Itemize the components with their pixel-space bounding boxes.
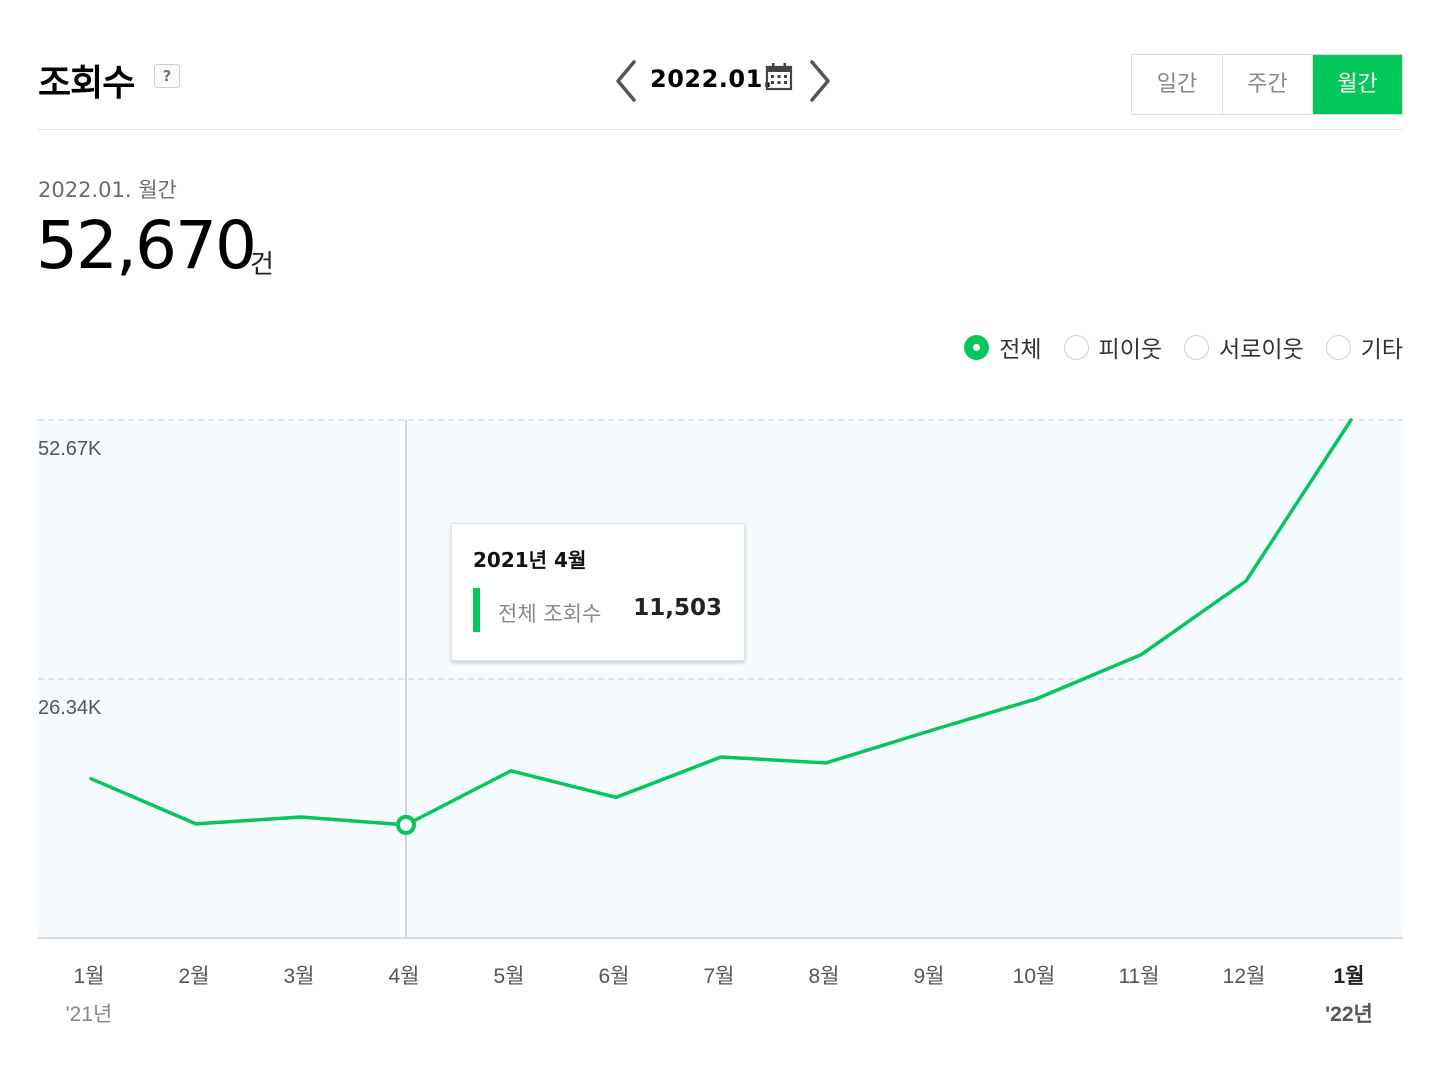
data-point[interactable]	[503, 763, 519, 779]
x-tick-label: 2월	[179, 965, 210, 988]
tooltip-title: 2021년 4월	[473, 548, 587, 572]
data-point[interactable]	[608, 789, 624, 805]
x-tick-label: 11월	[1118, 965, 1159, 988]
tooltip-value: 11,503	[633, 595, 722, 621]
x-tick-label: 3월	[284, 965, 315, 988]
filter-label: 전체	[999, 337, 1042, 363]
y-tick-label: 52.67K	[38, 438, 102, 460]
data-point[interactable]	[188, 816, 204, 832]
data-point[interactable]	[1028, 691, 1044, 707]
series-line	[89, 418, 1353, 827]
tooltip-series-marker	[473, 588, 480, 632]
filter-neighbor[interactable]: 피이웃	[1063, 330, 1163, 364]
calendar-icon[interactable]	[764, 61, 794, 93]
filter-label: 피이웃	[1098, 337, 1163, 363]
tab-weekly[interactable]: 주간	[1222, 55, 1312, 114]
question-icon[interactable]: ?	[154, 64, 180, 88]
x-year-label: '22년	[1325, 1003, 1373, 1026]
radio-icon[interactable]	[1063, 334, 1089, 360]
summary-period-label: 2022.01. 월간	[38, 178, 177, 202]
x-year-label: '21년	[66, 1003, 113, 1026]
radio-selected-icon[interactable]	[964, 334, 990, 360]
data-point[interactable]	[1133, 647, 1149, 663]
x-tick-label: 10월	[1013, 965, 1056, 988]
chevron-left-icon[interactable]	[612, 58, 642, 104]
x-tick-label: 7월	[704, 965, 735, 988]
tab-daily[interactable]: 일간	[1132, 55, 1222, 114]
current-date: 2022.01.	[650, 65, 773, 93]
x-tick-label: 5월	[494, 965, 525, 988]
data-point[interactable]	[1343, 412, 1359, 428]
data-point-highlight[interactable]	[396, 814, 416, 835]
x-tick-label: 1월	[1334, 965, 1365, 988]
radio-icon[interactable]	[1325, 334, 1351, 360]
filter-mutual-neighbor[interactable]: 서로이웃	[1184, 330, 1304, 364]
chart-svg: 52.67K 26.34K 1월 '21년 2월 3월 4월 5월 6월 7월 8월 9월 10월 11월…	[38, 412, 1403, 1026]
data-point[interactable]	[1238, 573, 1254, 589]
x-tick-label: 8월	[809, 965, 840, 988]
views-line-chart: 52.67K 26.34K 1월 '21년 2월 3월 4월 5월 6월 7월 8월 9월 10월 11월…	[0, 400, 1441, 1040]
header: 조회수 ? 2022.01. 일간 주간 월간	[38, 40, 1403, 130]
visitor-filter: 전체 피이웃 서로이웃 기타	[942, 330, 1403, 364]
filter-other[interactable]: 기타	[1325, 330, 1403, 364]
filter-all[interactable]: 전체	[964, 330, 1042, 364]
chart-tooltip: 2021년 4월 전체 조회수 11,503	[451, 523, 745, 661]
data-point[interactable]	[923, 722, 939, 738]
chevron-right-icon[interactable]	[804, 58, 834, 104]
data-point[interactable]	[293, 809, 309, 825]
date-navigator: 2022.01.	[612, 56, 832, 106]
data-point[interactable]	[713, 749, 729, 765]
x-tick-label: 1월	[74, 965, 105, 988]
period-tabs: 일간 주간 월간	[1131, 54, 1403, 115]
filter-label: 기타	[1360, 337, 1403, 363]
summary-unit: 건	[250, 250, 274, 280]
data-point[interactable]	[83, 771, 99, 787]
tab-monthly[interactable]: 월간	[1312, 55, 1402, 114]
x-tick-label: 12월	[1223, 965, 1266, 988]
x-tick-label: 6월	[599, 965, 630, 988]
data-point[interactable]	[818, 755, 834, 771]
filter-label: 서로이웃	[1219, 337, 1304, 363]
summary-total-value: 52,670	[36, 207, 257, 284]
radio-icon[interactable]	[1184, 334, 1210, 360]
y-tick-label: 26.34K	[38, 697, 102, 719]
x-tick-label: 4월	[389, 965, 420, 988]
x-tick-label: 9월	[914, 965, 945, 988]
page-title: 조회수	[38, 63, 135, 104]
tooltip-label: 전체 조회수	[498, 602, 602, 626]
